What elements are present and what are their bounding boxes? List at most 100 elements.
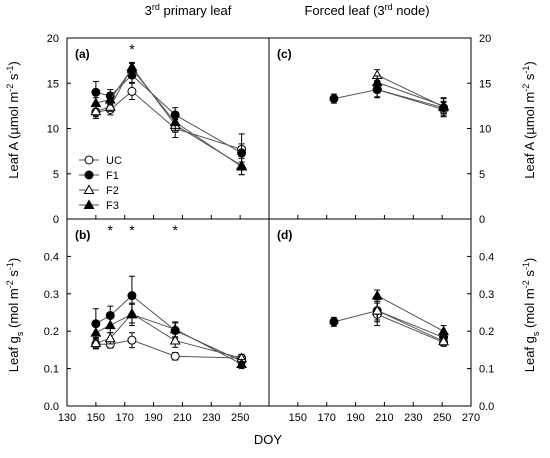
series-f1-point [91,87,101,97]
legend-label: F3 [106,200,119,212]
x-tick-label: 210 [375,412,393,424]
y-tick-label: 20 [479,33,491,45]
y-tick-label: 15 [479,78,491,90]
axis-label-part: (mol m [522,288,537,331]
y-tick-label: 0 [53,214,59,226]
y-tick-label: 0.1 [479,364,494,376]
plot-area: 0 5 10 15 20 (a) * 0 5 10 15 20 (c) 130 150 170 190 210 23… [44,33,495,424]
series-uc [372,302,449,347]
series-line [95,339,242,359]
series-line [95,67,242,167]
series-f1 [91,275,247,367]
panel-frame [268,37,472,220]
series-uc [372,81,449,118]
title-part: 3 [145,3,152,18]
x-tick-label: 170 [318,412,336,424]
series-uc-point [127,335,137,345]
panel-frame [268,218,472,407]
x-tick-label: 150 [87,412,105,424]
series-f2-point [104,101,116,111]
y-axis-label-left-bottom: Leaf gs (mol m-2 s-1) [5,258,25,373]
axis-label-part: s [6,73,21,84]
y-tick-label: 0.3 [44,289,59,301]
significance-star: * [108,222,114,238]
x-tick-label: 250 [433,412,451,424]
series-f3 [371,75,450,114]
legend-item: F2 [79,184,119,197]
y-tick-label: 5 [53,169,59,181]
series-line [95,66,242,167]
legend-f2-point [83,184,95,194]
title-superscript: rd [385,2,393,12]
panel-frame [66,218,270,407]
panel-b: 130 150 170 190 210 230 250 0.0 0.1 0.2 0.3 0.4 (b) *… [44,218,270,424]
significance-star: * [172,222,178,238]
legend-f1-point [84,170,94,180]
series-f3-point [104,93,116,104]
series-f2-point [438,335,450,346]
series-f3-point [438,100,450,110]
series-f3 [90,302,248,370]
series-f3-point [438,325,450,336]
axis-label-part: ) [6,61,21,65]
title-superscript: rd [152,2,160,12]
series-f3-point [90,97,102,108]
series-f3-point [169,116,181,127]
axis-label-part: Leaf A ( [6,134,21,179]
y-tick-label: 0.0 [479,401,494,413]
x-tick-label: 230 [202,412,220,424]
axis-label-part: ) [522,61,537,65]
column-title-left: 3rd primary leaf [145,2,232,18]
series-f2 [90,303,248,363]
axis-label-part: -2 [5,84,15,92]
series-f2-point [169,334,181,345]
axis-label-part: s [522,73,537,84]
significance-star: * [129,222,135,238]
axis-label-part: s [531,331,541,336]
x-axis-label: DOY [254,432,283,447]
y-tick-label: 0.2 [479,326,494,338]
axis-label-part: Leaf A ( [522,134,537,179]
axis-label-part: ) [522,258,537,262]
panel-a: 0 5 10 15 20 (a) * [47,33,270,226]
y-tick-label: 20 [47,33,59,45]
y-tick-label: 0.4 [44,251,59,263]
series-f3-point [371,290,383,300]
significance-star: * [129,41,135,57]
series-f1-point [329,94,339,104]
axis-label-part: µmol m [6,92,21,135]
panel-label: (c) [277,47,292,61]
series-f3-point [236,358,248,369]
panel-label: (a) [75,47,90,61]
panel-label: (b) [75,228,90,242]
series-f1-point [329,317,339,327]
axis-label-part: -2 [521,280,531,288]
y-tick-label: 0.3 [479,289,494,301]
series-uc [91,82,247,166]
series-f3-point [236,160,248,171]
x-tick-label: 250 [231,412,249,424]
y-axis-label-right: Leaf A (µmol m-2 s-1) [521,61,537,178]
y-tick-label: 0.1 [44,364,59,376]
axis-label-part: -2 [5,280,15,288]
y-tick-label: 10 [47,124,59,136]
y-tick-label: 0 [479,214,485,226]
series-f3 [90,62,248,176]
y-axis-label-left: Leaf A (µmol m-2 s-1) [5,61,21,178]
panel-frame [66,37,270,220]
series-uc-point [127,86,137,96]
y-tick-label: 15 [47,78,59,90]
legend-item: F1 [79,170,119,182]
y-tick-label: 0.2 [44,326,59,338]
legend-item: F3 [79,199,119,212]
legend-uc-point [84,155,94,165]
axis-label-part: µmol m [522,92,537,135]
series-f3-point [104,319,116,330]
x-tick-label: 210 [173,412,191,424]
series-f3-point [371,76,383,87]
legend-label: F1 [106,170,119,182]
axis-label-part: -1 [5,262,15,270]
panel-c: 0 5 10 15 20 (c) [268,33,491,226]
